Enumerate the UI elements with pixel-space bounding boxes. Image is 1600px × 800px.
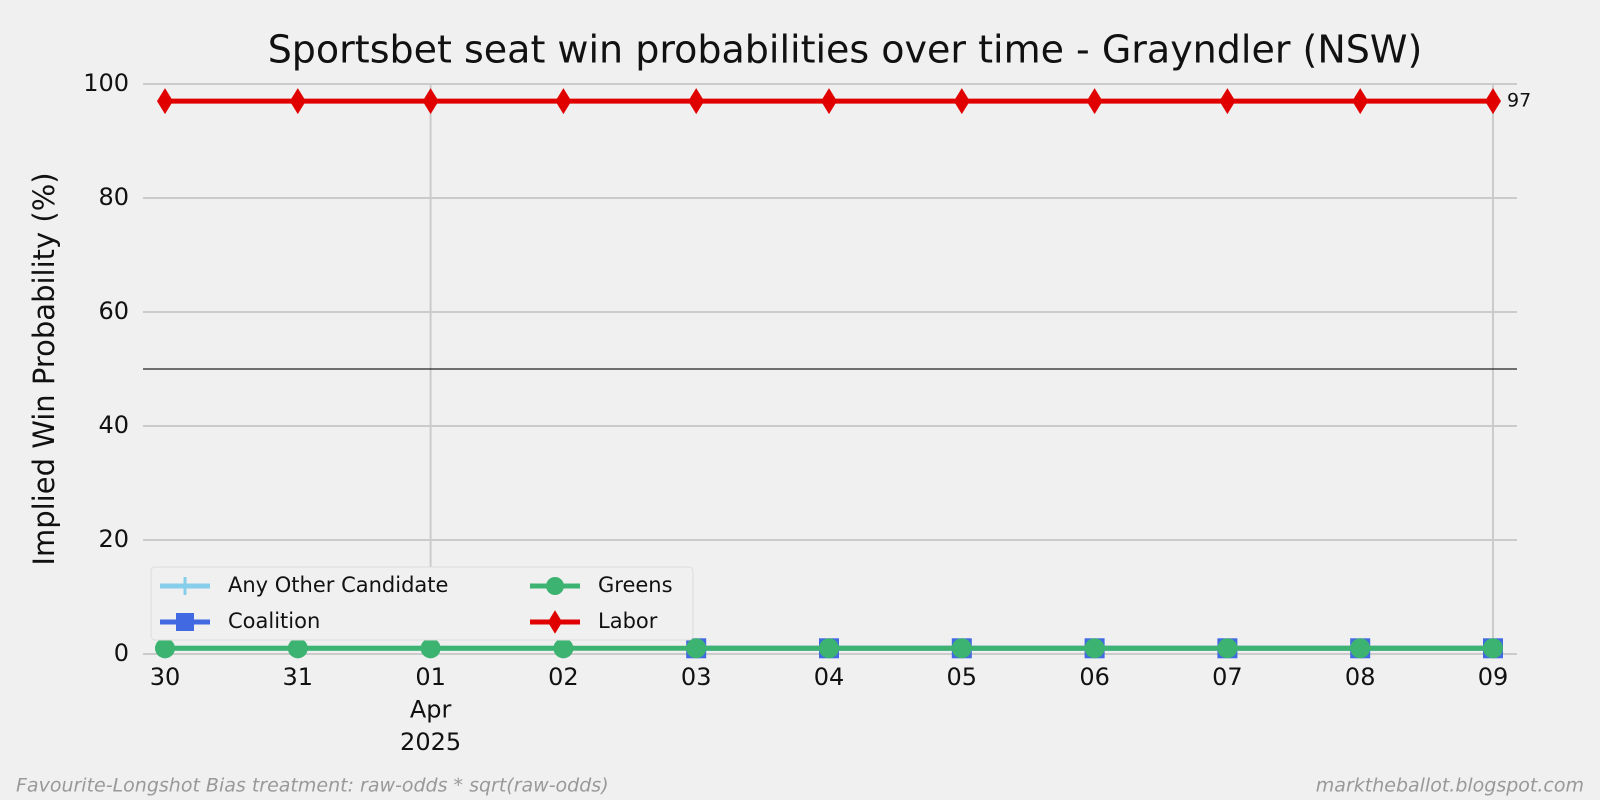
x-tick-label: 04 [814,663,845,691]
marker [553,638,574,659]
marker [1483,638,1503,659]
y-tick-label: 80 [98,183,129,211]
x-tick-label: 08 [1345,663,1376,691]
footer-left: Favourite-Longshot Bias treatment: raw-o… [16,775,609,797]
x-tick-label: 05 [947,663,978,691]
y-axis-label: Implied Win Probability (%) [27,172,61,565]
marker [555,88,572,115]
marker [686,638,707,659]
marker [1352,88,1369,115]
marker [1217,638,1238,659]
marker [547,610,563,634]
marker [953,88,970,115]
legend-label: Any Other Candidate [228,573,448,597]
y-tick-label: 40 [98,411,129,439]
marker [688,88,705,115]
y-tick-label: 20 [98,525,129,553]
marker [422,88,439,115]
legend-label: Greens [598,573,673,597]
marker [176,613,194,631]
marker [546,577,564,595]
x-tick-label: 02 [548,663,579,691]
marker [1084,638,1105,659]
x-tick-label: 31 [283,663,314,691]
x-tick-label: 30 [150,663,181,691]
y-tick-label: 60 [98,297,129,325]
marker [176,577,194,595]
x-tick-label: 01 Apr 2025 [400,663,461,756]
annotation: 97 [1507,90,1531,112]
marker [1219,88,1236,115]
marker [157,88,173,115]
marker [821,88,837,115]
chart-title: Sportsbet seat win probabilities over ti… [268,28,1423,72]
marker [951,638,972,659]
legend-label: Coalition [228,609,320,633]
x-tick-label: 06 [1079,663,1110,691]
x-tick-label: 07 [1212,663,1243,691]
marker [1086,88,1103,115]
x-tick-label: 09 [1478,663,1509,691]
marker [1350,638,1371,659]
marker [819,638,839,659]
x-tick-label: 03 [681,663,712,691]
marker [155,638,175,659]
legend: Any Other Candidate Coalition Greens Labor [150,566,694,641]
marker [289,88,306,115]
marker [420,638,441,659]
legend-label: Labor [598,609,658,633]
marker [1485,88,1501,115]
footer-right: marktheballot.blogspot.com [1316,775,1584,797]
y-tick-label: 0 [114,639,129,667]
y-tick-label: 100 [83,69,129,97]
marker [287,638,308,659]
